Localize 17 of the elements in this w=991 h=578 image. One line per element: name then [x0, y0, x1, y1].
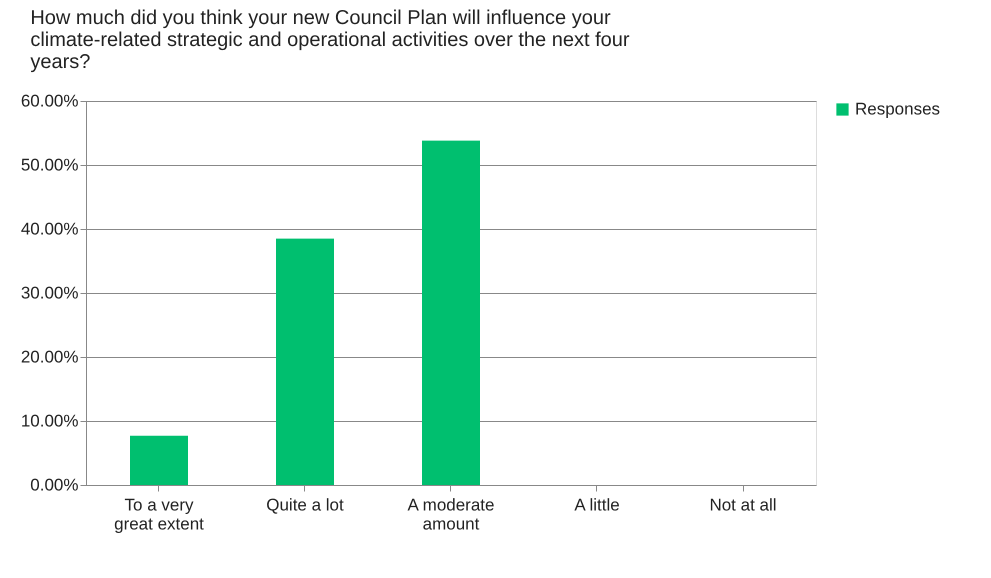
- bar: [276, 238, 334, 485]
- x-tick-label: To a very great extent: [114, 496, 204, 534]
- y-tick-label: 40.00%: [20, 220, 78, 238]
- y-tick-label: 50.00%: [20, 156, 78, 174]
- bar: [130, 436, 188, 485]
- y-tick-label: 20.00%: [20, 348, 78, 366]
- y-tick-label: 0.00%: [30, 476, 78, 494]
- x-tick-label: Quite a lot: [266, 496, 344, 514]
- y-tick-label: 30.00%: [20, 284, 78, 302]
- chart-title: How much did you think your new Council Plan will influence your climate-related strategic and operational activities over the next four years?: [30, 7, 630, 73]
- y-tick-label: 10.00%: [20, 412, 78, 430]
- bar: [422, 140, 480, 485]
- x-tick-label: Not at all: [709, 496, 777, 514]
- y-tick-label: 60.00%: [20, 92, 78, 110]
- x-tick-label: A moderate amount: [408, 496, 494, 534]
- x-tick-label: A little: [574, 496, 620, 514]
- legend-label: Responses: [855, 100, 940, 118]
